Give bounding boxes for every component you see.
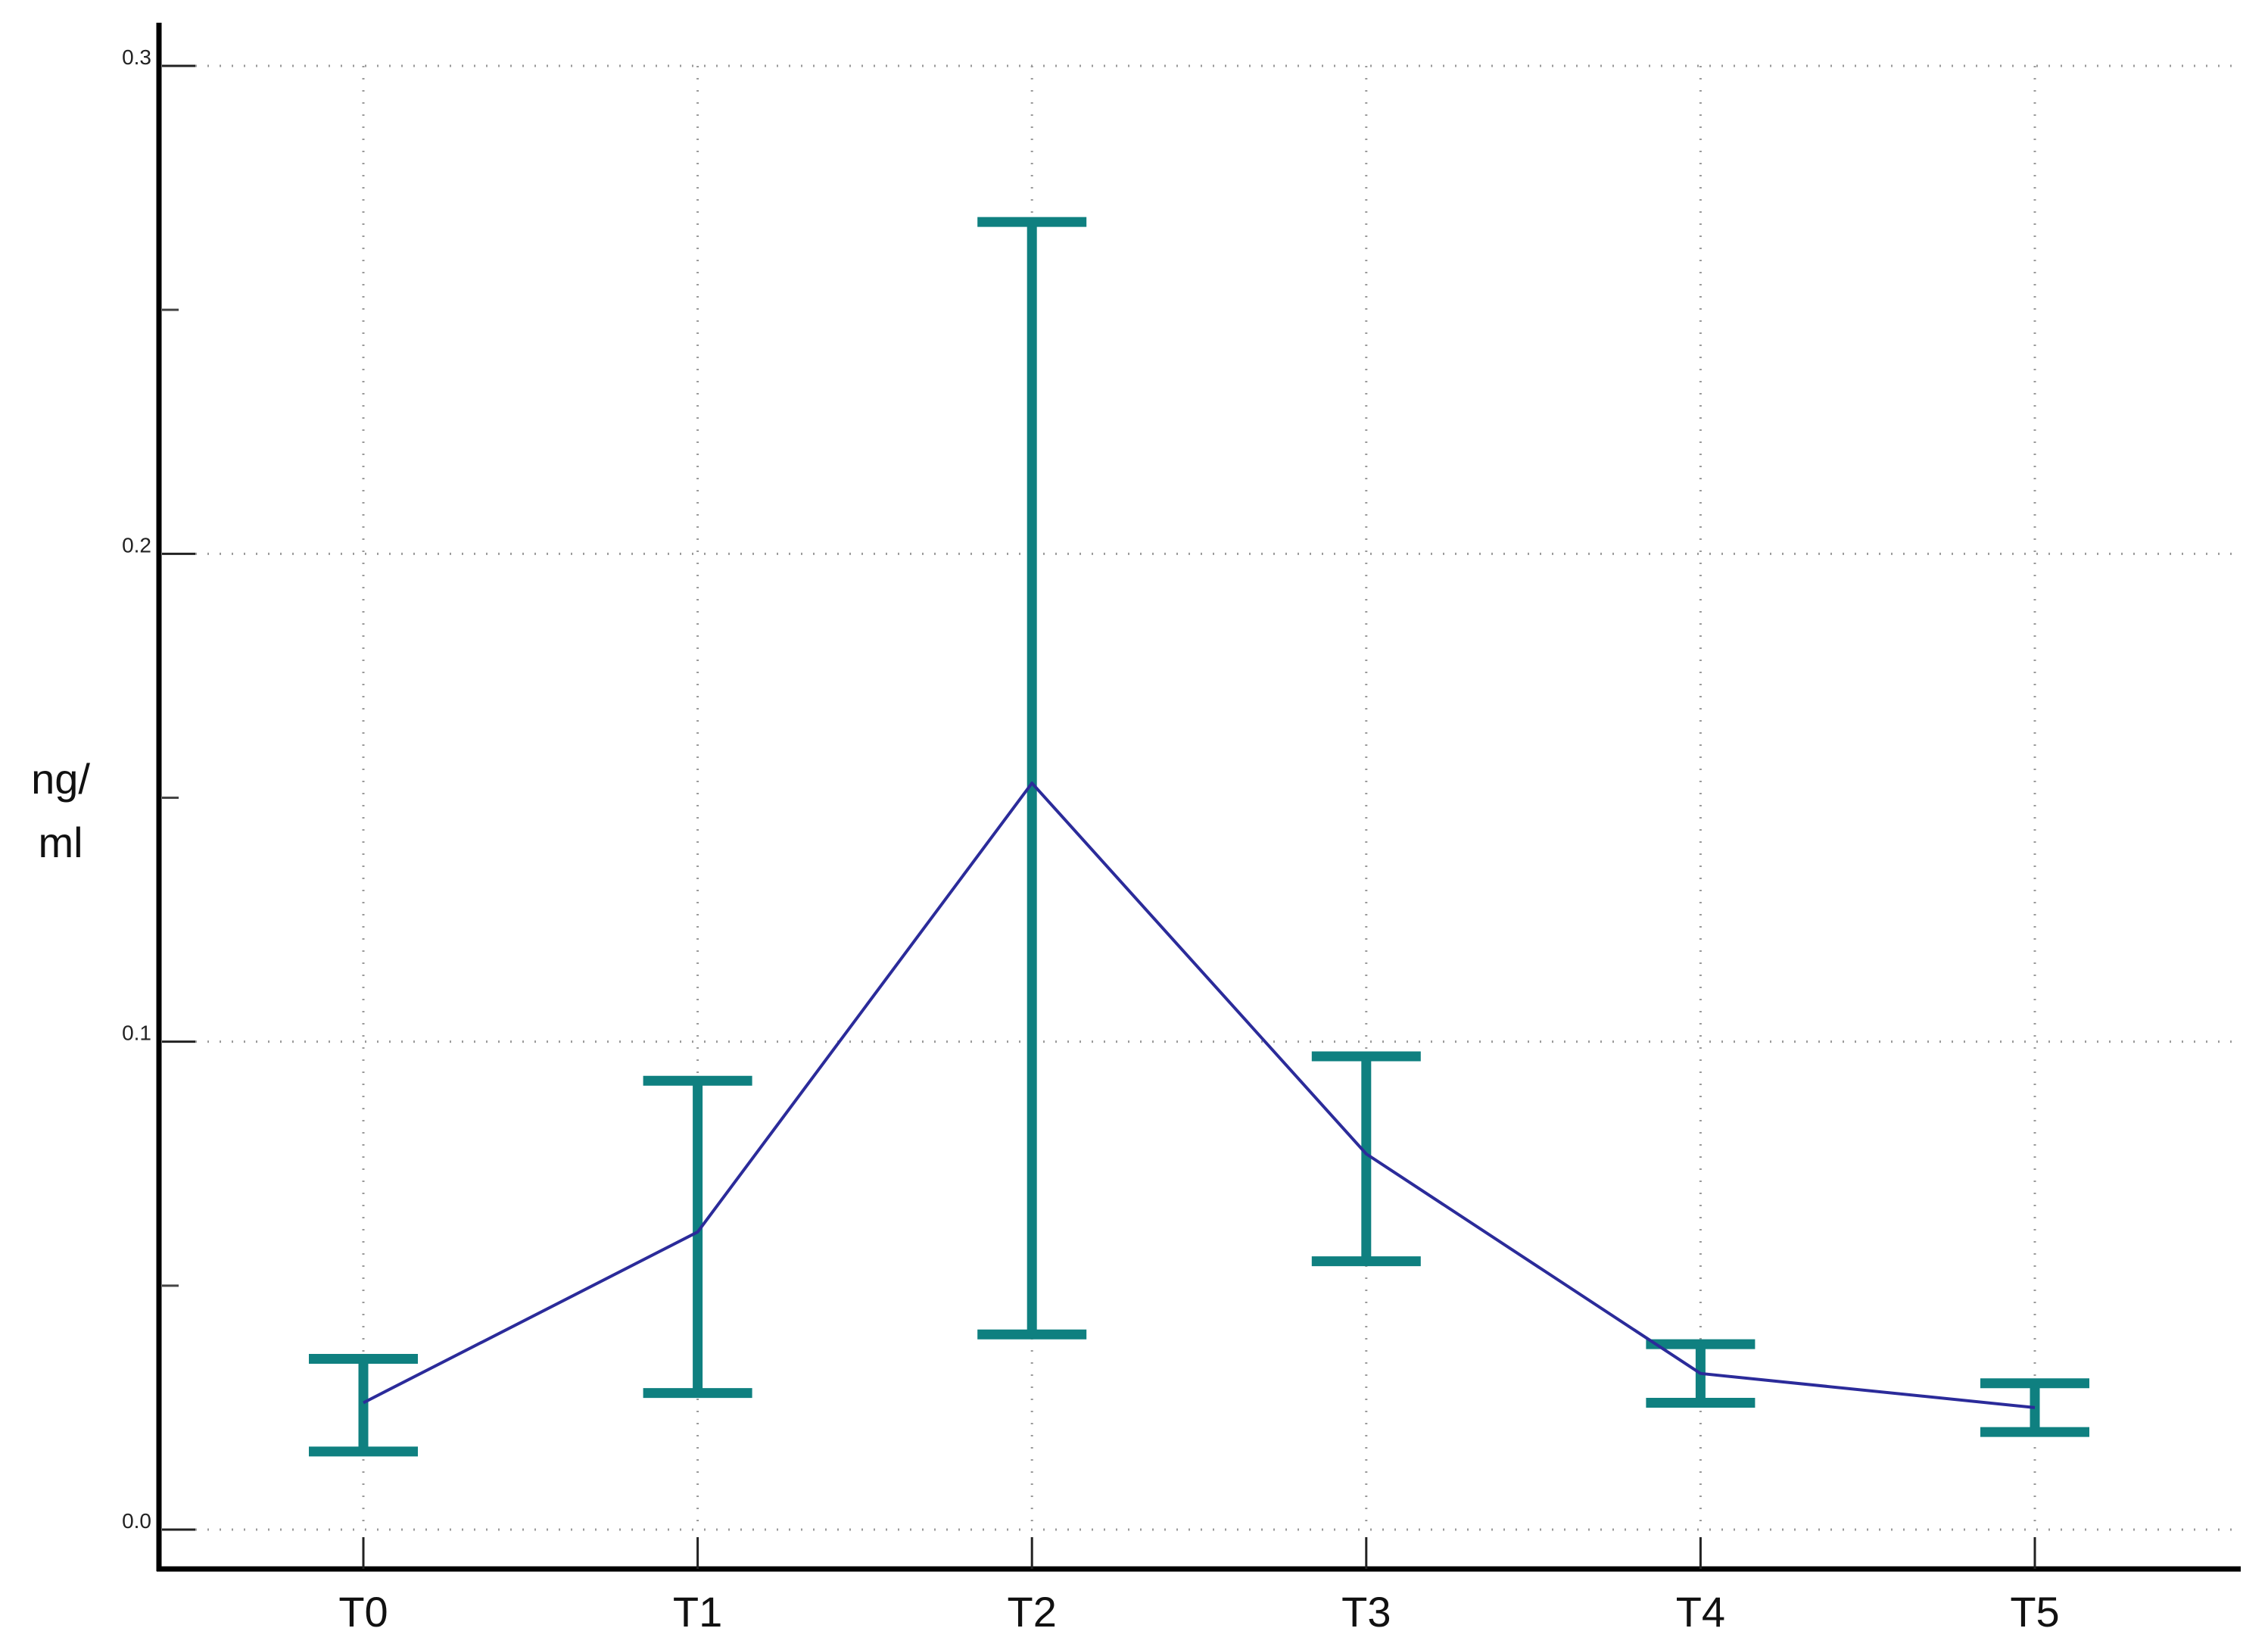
error-bar xyxy=(643,1075,752,1399)
series-line xyxy=(363,781,2036,1409)
axes xyxy=(156,23,2241,1572)
x-tick-label: T3 xyxy=(1341,1588,1391,1636)
error-bar xyxy=(1311,1051,1421,1267)
y-tick-label: 0.0 xyxy=(122,1509,151,1533)
x-tick-label: T4 xyxy=(1676,1588,1725,1636)
error-bar xyxy=(977,217,1087,1340)
error-bars xyxy=(309,217,2089,1457)
y-axis-ticks: 0.0 0.1 0.2 0.3 xyxy=(122,45,195,1533)
y-axis-label-line-2: ml xyxy=(38,819,83,866)
x-axis-ticks: T0 T1 T2 T3 T4 T5 xyxy=(338,1537,2060,1636)
series-lines xyxy=(363,781,2036,1409)
x-tick-label: T0 xyxy=(338,1588,388,1636)
x-tick-label: T2 xyxy=(1008,1588,1057,1636)
gridlines xyxy=(195,64,2233,1531)
x-tick-label: T5 xyxy=(2010,1588,2059,1636)
x-tick-label: T1 xyxy=(673,1588,722,1636)
y-tick-label: 0.2 xyxy=(122,533,151,557)
y-axis-label: ng/ ml xyxy=(31,755,90,866)
y-axis-label-line-1: ng/ xyxy=(31,755,90,803)
y-tick-label: 0.1 xyxy=(122,1022,151,1045)
y-tick-label: 0.3 xyxy=(122,45,151,69)
error-bar xyxy=(309,1353,418,1457)
